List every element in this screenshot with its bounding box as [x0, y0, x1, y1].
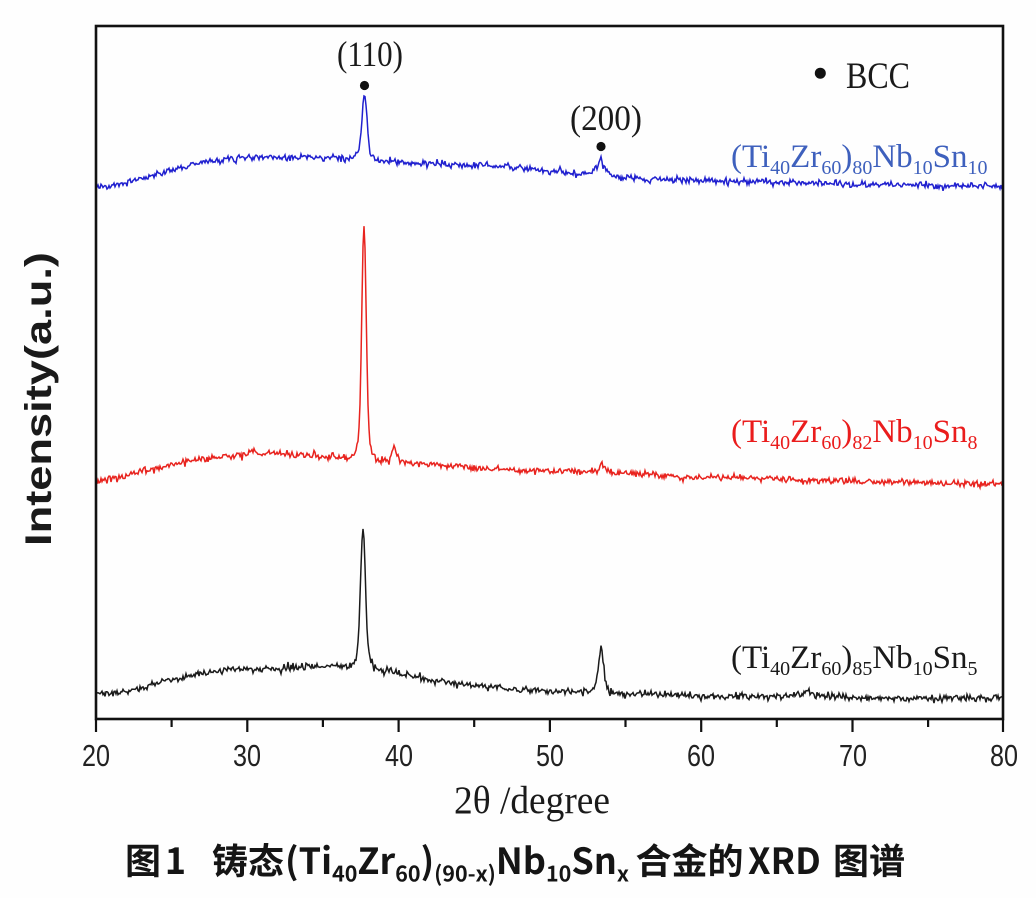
- svg-text:60: 60: [687, 738, 715, 773]
- svg-text:20: 20: [82, 738, 110, 773]
- svg-text:50: 50: [536, 738, 564, 773]
- svg-text:Intensity(a.u.): Intensity(a.u.): [18, 252, 59, 546]
- svg-text:70: 70: [839, 738, 867, 773]
- svg-text:(200): (200): [570, 98, 642, 138]
- svg-text:(110): (110): [337, 34, 403, 74]
- svg-text:40: 40: [385, 738, 413, 773]
- svg-text:80: 80: [990, 738, 1018, 773]
- svg-text:2θ /degree: 2θ /degree: [454, 779, 610, 822]
- svg-text:BCC: BCC: [846, 56, 910, 97]
- svg-text:30: 30: [233, 738, 261, 773]
